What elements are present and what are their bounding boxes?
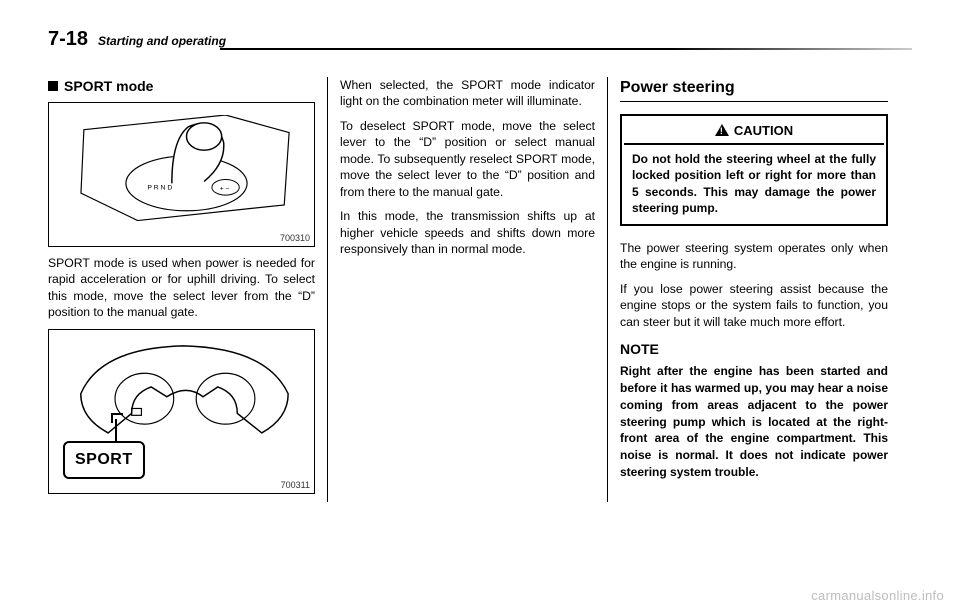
figure-id-1: 700310 bbox=[280, 232, 310, 244]
sport-indicator-label: SPORT bbox=[63, 441, 145, 479]
manual-page: 7-18 Starting and operating SPORT mode P… bbox=[0, 0, 960, 611]
sport-mode-heading: SPORT mode bbox=[48, 77, 315, 96]
figure-dashboard: SPORT 700311 bbox=[48, 329, 315, 494]
col3-para2: If you lose power steering assist becaus… bbox=[620, 281, 888, 330]
col3-para1: The power steering system operates only … bbox=[620, 240, 888, 273]
caution-box: CAUTION Do not hold the steering wheel a… bbox=[620, 114, 888, 226]
section-title: Starting and operating bbox=[98, 34, 226, 48]
sport-mode-heading-text: SPORT mode bbox=[64, 77, 153, 96]
figure-id-2: 700311 bbox=[281, 479, 310, 491]
watermark: carmanualsonline.info bbox=[811, 588, 944, 603]
dashboard-illustration bbox=[71, 340, 296, 457]
svg-text:P R N D: P R N D bbox=[147, 184, 172, 191]
column-2: When selected, the SPORT mode indicator … bbox=[328, 77, 608, 502]
figure-shifter: P R N D + − 700310 bbox=[48, 102, 315, 247]
content-columns: SPORT mode P R N D + − 700310 SPORT mode… bbox=[48, 77, 912, 502]
square-bullet-icon bbox=[48, 81, 58, 91]
column-3: Power steering CAUTION Do not hold the s… bbox=[608, 77, 888, 502]
caution-title: CAUTION bbox=[624, 118, 884, 146]
shifter-illustration: P R N D + − bbox=[79, 115, 294, 223]
col2-para3: In this mode, the transmission shifts up… bbox=[340, 208, 595, 257]
column-1: SPORT mode P R N D + − 700310 SPORT mode… bbox=[48, 77, 328, 502]
page-number: 7-18 bbox=[48, 28, 88, 51]
col2-para1: When selected, the SPORT mode indicator … bbox=[340, 77, 595, 110]
caution-label: CAUTION bbox=[734, 122, 793, 140]
sport-mode-description: SPORT mode is used when power is needed … bbox=[48, 255, 315, 321]
power-steering-heading: Power steering bbox=[620, 77, 888, 102]
header-rule bbox=[220, 48, 912, 50]
col2-para2: To deselect SPORT mode, move the select … bbox=[340, 118, 595, 200]
svg-text:+ −: + − bbox=[220, 185, 230, 192]
note-body: Right after the engine has been started … bbox=[620, 363, 888, 481]
caution-body: Do not hold the steering wheel at the fu… bbox=[624, 145, 884, 222]
note-heading: NOTE bbox=[620, 340, 888, 359]
warning-icon bbox=[715, 124, 729, 136]
